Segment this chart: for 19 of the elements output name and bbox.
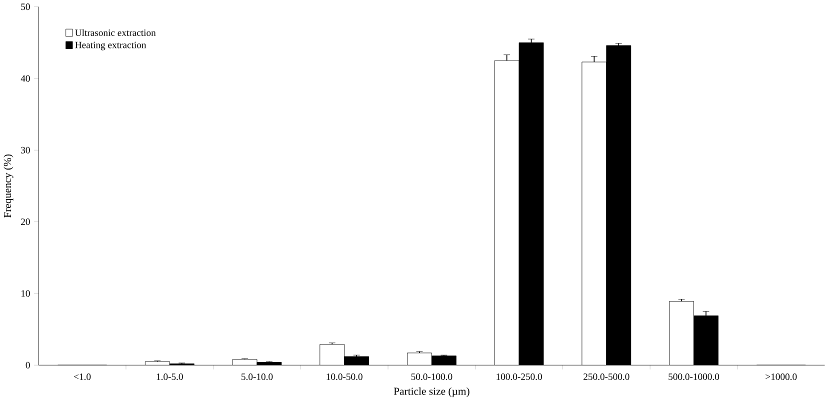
y-tick-label: 20 (21, 218, 30, 226)
y-tick-label: 10 (21, 290, 30, 297)
x-tick-label: 100.0-250.0 (496, 374, 542, 380)
y-axis-title: Frequency (%) (4, 154, 14, 218)
y-tick-label: 40 (20, 75, 30, 82)
x-tick-label: 50.0-100.0 (411, 374, 452, 380)
x-tick-label: 5.0-10.0 (242, 374, 273, 380)
y-tick-label: 0 (26, 362, 30, 369)
y-tick-label: 50 (21, 4, 30, 10)
x-tick-label: <1.0 (74, 374, 91, 380)
x-axis-title: Particle size (µm) (394, 388, 470, 398)
legend-label: Ultrasonic extraction (75, 29, 156, 36)
y-tick-label: 30 (21, 147, 30, 154)
x-tick-label: >1000.0 (766, 374, 797, 380)
x-tick-label: 250.0-500.0 (584, 374, 630, 380)
x-tick-label: 500.0-1000.0 (668, 374, 720, 380)
legend-label: Heating extraction (75, 42, 146, 50)
x-tick-label: 10.0-50.0 (326, 374, 362, 380)
x-tick-label: 1.0-5.0 (156, 374, 183, 380)
